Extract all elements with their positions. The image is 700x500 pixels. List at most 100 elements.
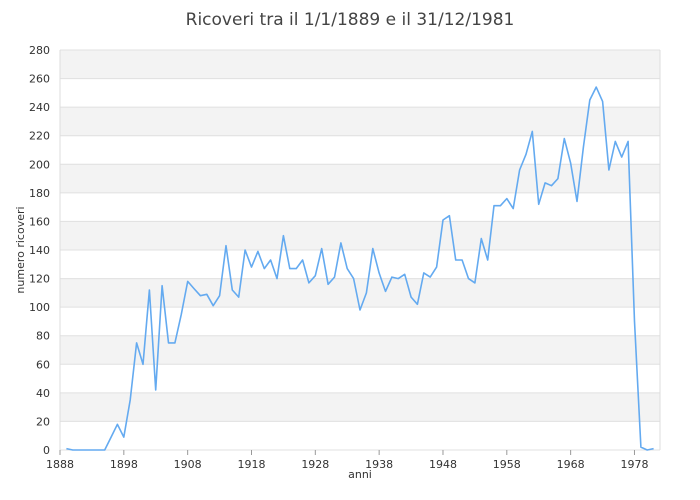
y-tick-label: 220 <box>29 130 50 143</box>
y-tick-label: 240 <box>29 101 50 114</box>
data-point <box>97 449 99 451</box>
y-tick-label: 280 <box>29 44 50 57</box>
data-point <box>532 131 534 133</box>
x-tick-label: 1918 <box>237 458 265 471</box>
data-point <box>155 389 157 391</box>
data-point <box>315 275 317 277</box>
grid-band <box>60 335 660 365</box>
x-axis-label: anni <box>348 468 372 481</box>
data-point <box>423 272 425 274</box>
y-tick-label: 40 <box>36 387 50 400</box>
data-point <box>327 283 329 285</box>
data-point <box>142 363 144 365</box>
data-point <box>212 305 214 307</box>
data-point <box>480 238 482 240</box>
data-point <box>187 281 189 283</box>
data-point <box>225 245 227 247</box>
data-point <box>468 278 470 280</box>
data-point <box>251 266 253 268</box>
y-tick-label: 120 <box>29 273 50 286</box>
data-point <box>551 185 553 187</box>
data-point <box>302 259 304 261</box>
grid-band <box>60 221 660 250</box>
data-point <box>512 208 514 210</box>
data-point <box>640 446 642 448</box>
data-point <box>263 268 265 270</box>
data-point <box>117 423 119 425</box>
data-point <box>244 249 246 251</box>
data-point <box>589 99 591 101</box>
data-point <box>410 296 412 298</box>
x-tick-label: 1908 <box>174 458 202 471</box>
data-point <box>544 182 546 184</box>
data-point <box>353 278 355 280</box>
data-point <box>487 259 489 261</box>
grid-band <box>60 392 660 422</box>
data-point <box>615 141 617 143</box>
data-point <box>78 449 80 451</box>
data-point <box>455 259 457 261</box>
y-tick-label: 0 <box>43 444 50 457</box>
x-tick-label: 1948 <box>429 458 457 471</box>
series-line <box>66 86 654 451</box>
data-point <box>576 201 578 203</box>
x-tick-label: 1968 <box>557 458 585 471</box>
data-point <box>634 321 636 323</box>
data-point <box>66 448 68 450</box>
data-point <box>283 235 285 237</box>
data-point <box>295 268 297 270</box>
data-point <box>397 278 399 280</box>
data-point <box>346 268 348 270</box>
data-point <box>506 198 508 200</box>
x-tick-label: 1938 <box>365 458 393 471</box>
data-point <box>608 169 610 171</box>
y-tick-label: 260 <box>29 73 50 86</box>
data-point <box>385 291 387 293</box>
data-point <box>372 248 374 250</box>
data-point <box>161 285 163 287</box>
data-point <box>334 276 336 278</box>
data-point <box>557 178 559 180</box>
data-point <box>308 282 310 284</box>
y-tick-label: 140 <box>29 244 50 257</box>
data-point <box>449 215 451 217</box>
data-point <box>602 101 604 103</box>
data-point <box>404 273 406 275</box>
data-point <box>359 309 361 311</box>
data-point <box>595 86 597 88</box>
y-tick-label: 20 <box>36 415 50 428</box>
data-point <box>461 259 463 261</box>
data-point <box>110 436 112 438</box>
data-point <box>257 251 259 253</box>
data-point <box>238 296 240 298</box>
x-tick-label: 1978 <box>620 458 648 471</box>
data-point <box>583 146 585 148</box>
data-point <box>123 436 125 438</box>
y-tick-label: 180 <box>29 187 50 200</box>
x-tick-label: 1888 <box>46 458 74 471</box>
data-point <box>180 313 182 315</box>
data-point <box>206 293 208 295</box>
y-tick-label: 200 <box>29 158 50 171</box>
data-point <box>646 449 648 451</box>
grid-band <box>60 278 660 308</box>
data-point <box>378 272 380 274</box>
y-tick-label: 160 <box>29 215 50 228</box>
chart-title: Ricoveri tra il 1/1/1889 e il 31/12/1981 <box>185 10 515 30</box>
data-point <box>85 449 87 451</box>
data-point <box>72 449 74 451</box>
data-point <box>563 138 565 140</box>
data-point <box>538 203 540 205</box>
data-point <box>429 276 431 278</box>
data-point <box>493 205 495 207</box>
data-point <box>129 399 131 401</box>
data-point <box>276 278 278 280</box>
y-tick-label: 60 <box>36 358 50 371</box>
data-point <box>417 303 419 305</box>
data-point <box>340 242 342 244</box>
data-point <box>136 342 138 344</box>
y-tick-label: 100 <box>29 301 50 314</box>
data-point <box>232 289 234 291</box>
